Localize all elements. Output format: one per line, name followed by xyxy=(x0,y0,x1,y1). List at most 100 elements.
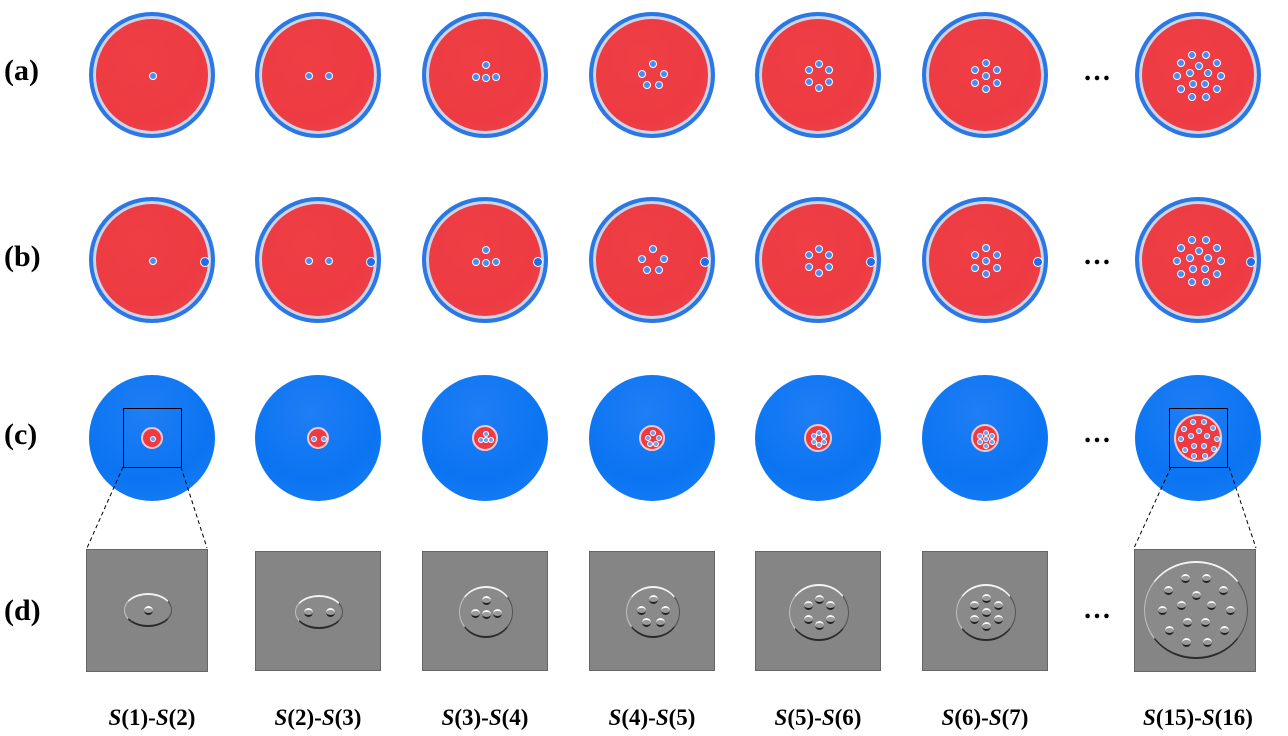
vortex-dot-b-7-4 xyxy=(1189,265,1198,273)
relief-vortex-d-6-1 xyxy=(982,608,991,617)
column-label-2-s2: S xyxy=(321,705,335,730)
vortex-dot-a-5-1 xyxy=(815,60,823,68)
relief-vortex-d-7-11 xyxy=(1181,638,1191,648)
vortex-dot-b-7-5 xyxy=(1185,253,1194,262)
relief-vortex-d-7-5 xyxy=(1177,601,1187,611)
vortex-dot-a-7-14 xyxy=(1177,59,1186,68)
vortex-dot-a-6-5 xyxy=(982,85,990,93)
vortex-dot-b-3-1 xyxy=(482,246,490,254)
core-vortex-c-7-4 xyxy=(1191,442,1198,449)
vortex-dot-b-4-1 xyxy=(649,245,657,253)
column-label-6-n1: (6)- xyxy=(954,705,989,730)
zoom-box-c-1 xyxy=(123,408,182,468)
relief-vortex-d-5-6 xyxy=(803,601,813,611)
vortex-dot-b-6-5 xyxy=(982,270,990,278)
vortex-dot-b-6-1 xyxy=(982,257,990,265)
vortex-dot-b-3-3 xyxy=(492,258,500,266)
column-label-3-s1: S xyxy=(441,705,455,730)
vortex-dot-a-7-12 xyxy=(1177,85,1186,94)
vortex-dot-a-7-15 xyxy=(1187,51,1196,60)
relief-vortex-d-3-2 xyxy=(471,609,480,619)
vortex-dot-b-7-6 xyxy=(1201,235,1210,244)
relief-vortex-d-7-14 xyxy=(1164,586,1174,596)
column-label-3-s2: S xyxy=(488,705,502,730)
core-vortex-c-7-1 xyxy=(1196,427,1202,434)
core-vortex-c-2-2 xyxy=(321,436,327,442)
vortex-dot-b-4-3 xyxy=(660,255,668,263)
core-vortex-c-7-13 xyxy=(1178,436,1184,443)
vortex-dot-b-7-12 xyxy=(1177,270,1186,279)
vortex-dot-b-7-15 xyxy=(1187,236,1196,245)
core-vortex-c-4-3 xyxy=(655,435,662,441)
red-disc-a-2 xyxy=(255,12,381,138)
vortex-dot-a-7-9 xyxy=(1212,84,1221,93)
vortex-dot-b-5-3 xyxy=(825,263,834,271)
row-label-d: (d) xyxy=(4,594,41,627)
relief-vortex-d-6-2 xyxy=(982,593,991,603)
probe-vortex-b-1 xyxy=(200,257,210,267)
core-vortex-c-6-5 xyxy=(983,442,989,449)
column-label-4-n2: (5) xyxy=(668,705,696,730)
vortex-dot-b-7-8 xyxy=(1216,256,1225,265)
core-vortex-c-7-2 xyxy=(1203,433,1210,440)
vortex-dot-a-5-5 xyxy=(804,78,813,86)
relief-vortex-d-7-8 xyxy=(1225,605,1235,615)
relief-vortex-d-7-4 xyxy=(1183,618,1192,628)
relief-vortex-d-6-6 xyxy=(969,615,979,625)
core-vortex-c-4-5 xyxy=(653,440,659,447)
zoom-box-c-7 xyxy=(1169,408,1228,468)
red-disc-a-5 xyxy=(755,12,881,138)
vortex-dot-b-7-13 xyxy=(1173,257,1181,266)
vortex-dot-a-7-6 xyxy=(1201,50,1210,59)
column-label-6: S(6)-S(7) xyxy=(942,706,1029,729)
vortex-dot-b-6-3 xyxy=(993,250,1002,259)
column-label-4-s1: S xyxy=(608,705,622,730)
red-disc-b-1 xyxy=(89,197,215,323)
vortex-dot-b-4-5 xyxy=(655,266,663,274)
column-label-4: S(4)-S(5) xyxy=(609,706,696,729)
core-vortex-c-2-1 xyxy=(311,436,317,442)
relief-vortex-d-7-15 xyxy=(1181,573,1191,583)
column-label-2-s1: S xyxy=(274,705,288,730)
vortex-dot-a-7-11 xyxy=(1188,93,1197,102)
column-label-5-n1: (5)- xyxy=(787,705,822,730)
core-vortex-c-3-1 xyxy=(483,430,489,437)
vortex-dot-a-6-6 xyxy=(970,78,979,87)
vortex-dot-a-3-3 xyxy=(492,73,500,81)
row-label-b: (b) xyxy=(4,240,41,273)
column-label-2-n2: (3) xyxy=(334,705,362,730)
vortex-dot-a-7-3 xyxy=(1200,80,1209,88)
vortex-dot-b-1-1 xyxy=(149,257,157,265)
vortex-dot-b-7-3 xyxy=(1200,265,1209,273)
core-vortex-c-7-10 xyxy=(1201,453,1208,460)
relief-vortex-d-7-10 xyxy=(1202,638,1212,648)
vortex-dot-b-3-4 xyxy=(482,259,490,267)
relief-vortex-d-7-2 xyxy=(1206,601,1216,611)
core-vortex-c-3-4 xyxy=(483,437,489,443)
core-vortex-c-5-2 xyxy=(821,433,828,439)
vortex-dot-a-7-10 xyxy=(1202,92,1211,101)
core-vortex-c-4-4 xyxy=(647,440,653,447)
column-label-3-n2: (4) xyxy=(501,705,529,730)
red-disc-b-7 xyxy=(1135,197,1261,323)
vortex-dot-a-3-1 xyxy=(482,61,490,69)
vortex-dot-a-3-4 xyxy=(482,74,490,82)
column-label-6-n2: (7) xyxy=(1001,705,1029,730)
red-disc-a-1 xyxy=(89,12,215,138)
core-vortex-c-7-3 xyxy=(1200,442,1207,449)
vortex-dot-a-5-2 xyxy=(825,66,834,74)
vortex-dot-a-6-1 xyxy=(982,72,990,80)
core-vortex-c-6-6 xyxy=(977,439,984,446)
vortex-dot-a-7-7 xyxy=(1212,58,1221,67)
probe-vortex-b-2 xyxy=(366,257,376,267)
core-vortex-c-7-9 xyxy=(1210,446,1217,453)
relief-vortex-d-6-3 xyxy=(994,600,1004,610)
relief-vortex-d-7-13 xyxy=(1158,606,1167,616)
relief-vortex-d-6-4 xyxy=(994,615,1004,625)
relief-vortex-d-5-2 xyxy=(826,601,836,611)
red-disc-b-2 xyxy=(255,197,381,323)
probe-vortex-b-5 xyxy=(866,257,876,267)
ellipsis-row-c: … xyxy=(1083,418,1112,449)
vortex-dot-a-5-3 xyxy=(825,78,834,86)
row-label-a: (a) xyxy=(4,54,39,87)
